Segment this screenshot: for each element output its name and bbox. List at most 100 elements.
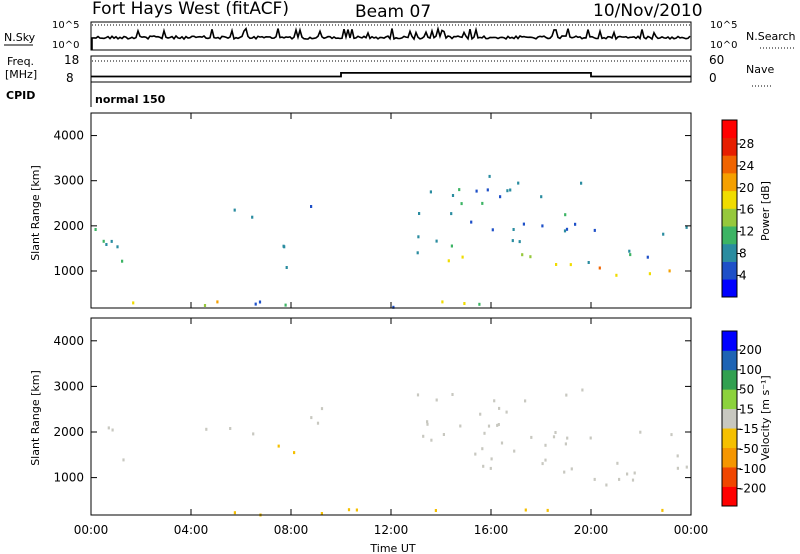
colorbar-tick-label: -100	[739, 462, 766, 476]
freq-label: Freq.	[7, 55, 34, 68]
heatmap-cell	[310, 416, 313, 420]
heatmap-cell	[540, 195, 543, 199]
heatmap-cell	[633, 471, 636, 475]
heatmap-cell	[509, 188, 512, 192]
colorbar-swatch	[722, 120, 737, 138]
y-tick-label: 2000	[53, 219, 84, 233]
heatmap-cell	[496, 423, 499, 427]
heatmap-cell	[648, 272, 651, 276]
heatmap-cell	[110, 239, 113, 243]
heatmap-cell	[685, 465, 688, 469]
x-tick-label: 16:00	[474, 523, 509, 537]
heatmap-cell	[499, 195, 502, 199]
heatmap-cell	[506, 189, 509, 193]
heatmap-cell	[233, 208, 236, 212]
heatmap-cell	[277, 444, 280, 448]
heatmap-cell	[529, 255, 532, 259]
heatmap-cell	[581, 388, 584, 392]
x-tick-label: 12:00	[374, 523, 409, 537]
heatmap-cell	[598, 266, 601, 270]
heatmap-cell	[447, 259, 450, 263]
y-tick-label: 1000	[53, 264, 84, 278]
freq-tick-bottom: 8	[66, 71, 74, 85]
heatmap-cell	[418, 212, 421, 215]
colorbar-swatch	[722, 486, 737, 507]
heatmap-cell	[285, 266, 288, 269]
heatmap-cell	[563, 470, 566, 474]
colorbar-swatch	[722, 190, 737, 209]
colorbar-swatch	[722, 408, 737, 429]
colorbar-tick-label: 24	[739, 159, 754, 173]
colorbar-swatch	[722, 350, 737, 371]
heatmap-cell	[463, 302, 466, 305]
colorbar-swatch	[722, 261, 737, 280]
heatmap-cell	[564, 442, 567, 446]
heatmap-cell	[512, 228, 515, 231]
heatmap-cell	[392, 305, 395, 309]
heatmap-cell	[676, 466, 679, 470]
colorbar-swatch	[722, 243, 737, 262]
heatmap-cell	[676, 454, 679, 458]
colorbar-swatch	[722, 369, 737, 390]
heatmap-cell	[426, 420, 429, 424]
power-colorbar: 28 24 20 16 12 8 4	[721, 119, 754, 298]
colorbar-swatch	[722, 447, 737, 468]
heatmap-cell	[646, 255, 649, 259]
colorbar-tick-label: 200	[739, 343, 762, 357]
colorbar-swatch	[722, 389, 737, 410]
nsearch-tick-bottom: 10^0	[710, 40, 737, 51]
colorbar-swatch	[722, 208, 737, 227]
x-tick-label: 00:00	[74, 523, 109, 537]
heatmap-cell	[451, 194, 455, 197]
x-tick-label: 04:00	[174, 523, 209, 537]
heatmap-cell	[489, 466, 492, 470]
heatmap-cell	[605, 483, 608, 487]
colorbar-swatch	[722, 279, 737, 298]
date-label: 10/Nov/2010	[593, 1, 703, 21]
heatmap-cell	[435, 398, 438, 402]
freq-panel: Freq. [MHz] 18 8 60 0 Nave	[5, 53, 774, 87]
heatmap-cell	[479, 412, 482, 416]
nsky-label: N.Sky	[4, 31, 36, 44]
heatmap-cell	[426, 422, 429, 426]
heatmap-cell	[517, 181, 520, 185]
power-colorbar-label: Power [dB]	[759, 181, 772, 241]
freq-tick-top: 18	[64, 53, 79, 67]
heatmap-cell	[316, 421, 320, 425]
y-tick-label: 1000	[53, 471, 84, 485]
heatmap-cell	[422, 434, 425, 438]
colorbar-tick-label: -15	[739, 422, 759, 436]
colorbar-tick-label: -50	[739, 442, 759, 456]
heatmap-cell	[430, 438, 433, 442]
heatmap-cell	[505, 410, 508, 414]
heatmap-cell	[347, 508, 351, 512]
heatmap-cell	[493, 399, 496, 403]
heatmap-cell	[670, 433, 673, 437]
heatmap-cell	[252, 432, 255, 436]
heatmap-cell	[500, 441, 504, 445]
x-tick-label: 08:00	[274, 523, 309, 537]
heatmap-cell	[122, 458, 125, 462]
heatmap-cell	[524, 508, 527, 512]
colorbar-swatch	[722, 428, 737, 448]
nsky-tick-bottom: 10^0	[52, 40, 79, 51]
heatmap-cell	[416, 251, 419, 255]
heatmap-cell	[111, 428, 114, 432]
heatmap-cell	[481, 447, 484, 451]
nave-tick-bottom: 0	[709, 71, 717, 85]
heatmap-cell	[355, 508, 358, 512]
heatmap-cell	[546, 508, 549, 512]
heatmap-cell	[310, 205, 313, 208]
nsky-line	[91, 25, 691, 50]
beam-label: Beam 07	[355, 2, 431, 22]
heatmap-cell	[229, 427, 232, 430]
heatmap-cell	[564, 213, 567, 217]
nsearch-label: N.Search	[746, 30, 796, 43]
colorbar-tick-label: 4	[739, 268, 747, 282]
heatmap-cell	[589, 436, 592, 440]
freq-line	[91, 72, 691, 78]
heatmap-cell	[569, 263, 572, 267]
nsearch-tick-top: 10^5	[710, 20, 737, 31]
heatmap-cell	[593, 228, 596, 232]
